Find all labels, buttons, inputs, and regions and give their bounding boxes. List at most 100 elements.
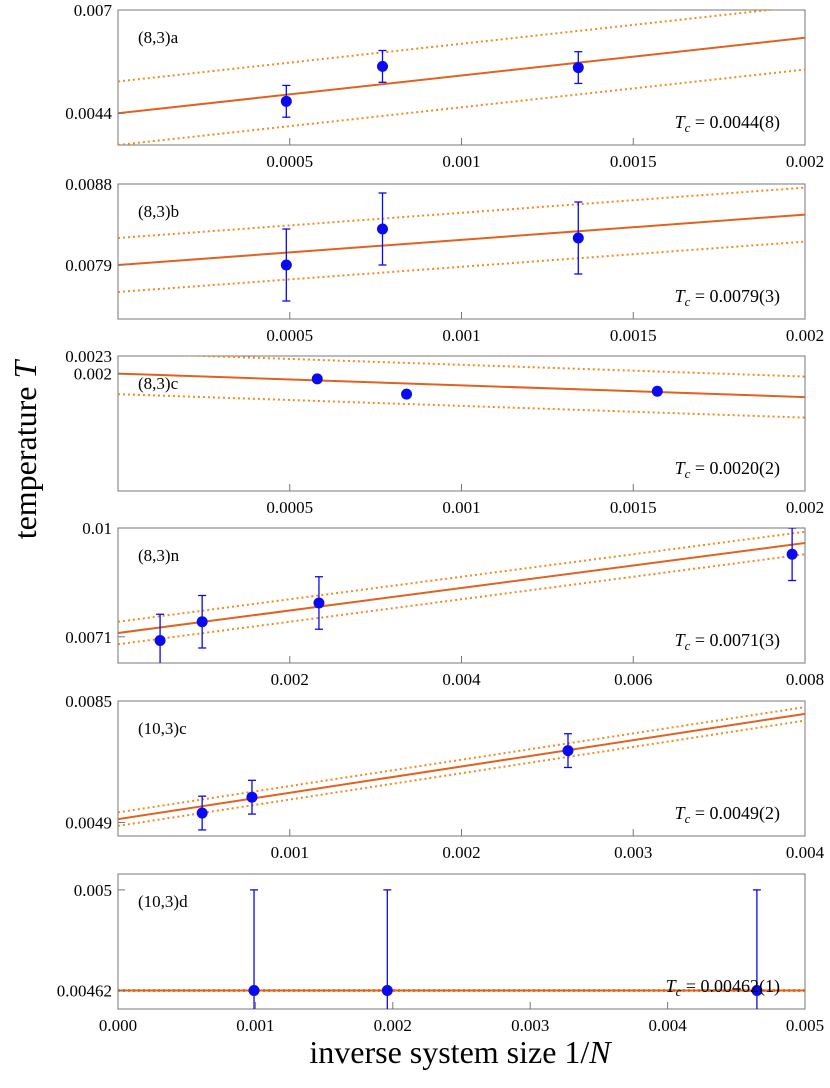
y-axis-title-text: temperature [7,379,43,540]
panel-label: (8,3)n [138,546,180,565]
panel-label: (10,3)d [138,892,188,911]
x-tick-label: 0.002 [786,326,824,345]
data-point [651,385,663,397]
fit-band-line [118,240,805,293]
x-tick-label: 0.008 [786,670,824,689]
x-tick-label: 0.0005 [266,498,313,517]
data-point [401,388,413,400]
y-tick-label: 0.00462 [57,981,112,1000]
data-point [280,259,292,271]
y-tick-label: 0.005 [74,881,112,900]
fit-line [118,213,805,266]
fit-line [118,372,805,399]
fit-band-line [174,356,805,378]
data-point [248,984,260,996]
y-tick-label: 0.0071 [65,628,112,647]
panel: 0.0044 0.007 0.0005 0.001 0.0015 0.002 (8,3)a T… [65,1,824,171]
tc-annotation: Tc = 0.0049(2) [675,803,780,826]
x-tick-label: 0.0015 [610,152,657,171]
tc-annotation: Tc = 0.0044(8) [675,112,780,135]
x-tick-label: 0.001 [442,152,480,171]
plot-area [118,528,805,663]
y-tick-label: 0.007 [74,1,113,20]
plot-area [118,10,805,145]
panel: 0.00462 0.005 0.000 0.001 0.002 0.003 0.004 0.0… [57,873,824,1035]
data-point [280,95,292,107]
tc-value: = 0.0049(2) [690,803,780,824]
fit-line [118,712,805,821]
tc-subscript: c [685,466,691,481]
panels: 0.0044 0.007 0.0005 0.001 0.0015 0.002 (8,3)a T… [57,1,825,1035]
y-tick-label: 0.0049 [65,814,112,833]
data-point [313,597,325,609]
tc-value: = 0.0071(3) [690,630,780,651]
tc-value: = 0.0079(3) [690,286,780,307]
x-tick-label: 0.002 [374,1016,412,1035]
y-axis-title: temperature T [7,359,43,540]
x-tick-label: 0.002 [786,498,824,517]
tc-symbol: T [675,630,687,650]
tc-value: = 0.00462(1) [681,976,780,997]
data-point [562,745,574,757]
panel: 0.0071 0.01 0.002 0.004 0.006 0.008 (8,3)n Tc =… [65,519,824,689]
plot-area [118,186,805,302]
x-tick-label: 0.002 [442,843,480,862]
fit-band-line [118,186,805,239]
panel: 0.0049 0.0085 0.001 0.002 0.003 0.004 (10,3)c T… [65,692,824,862]
x-tick-label: 0.0005 [266,326,313,345]
data-point [196,616,208,628]
y-tick-label: 0.01 [82,519,112,538]
data-point [154,635,166,646]
tc-annotation: Tc = 0.00462(1) [666,976,780,999]
tc-subscript: c [685,811,691,826]
fit-line [118,36,805,115]
data-point [786,548,798,560]
data-point [311,373,323,385]
plot-area [118,889,805,1009]
tc-subscript: c [685,120,691,135]
fit-band-line [118,530,805,623]
tc-symbol: T [675,803,687,823]
tc-symbol: T [666,976,678,996]
data-point [381,984,393,996]
x-tick-label: 0.003 [511,1016,549,1035]
x-tick-label: 0.001 [442,498,480,517]
tc-subscript: c [685,294,691,309]
panel-label: (10,3)c [138,719,187,738]
panel-label: (8,3)b [138,202,179,221]
data-point [572,232,584,244]
tc-annotation: Tc = 0.0071(3) [675,630,780,653]
fit-line [118,542,805,634]
y-tick-label: 0.0088 [65,175,112,194]
x-tick-label: 0.004 [786,843,825,862]
fit-band-line [118,719,805,827]
y-tick-label: 0.0023 [65,347,112,366]
x-tick-label: 0.000 [99,1016,137,1035]
x-tick-label: 0.001 [271,843,309,862]
x-tick-label: 0.0005 [266,152,313,171]
fit-band-line [118,393,805,419]
y-tick-label: 0.0085 [65,692,112,711]
tc-symbol: T [675,286,687,306]
fit-band-line [118,10,779,83]
tc-subscript: c [676,984,682,999]
x-tick-label: 0.003 [614,843,652,862]
y-tick-label: 0.0079 [65,256,112,275]
x-tick-label: 0.002 [786,152,824,171]
x-tick-label: 0.005 [786,1016,824,1035]
tc-value: = 0.0044(8) [690,112,780,133]
x-axis-title: inverse system size 1/N [309,1034,612,1070]
x-tick-label: 0.001 [236,1016,274,1035]
tc-symbol: T [675,458,687,478]
tc-annotation: Tc = 0.0079(3) [675,286,780,309]
data-point [196,807,208,819]
tc-value: = 0.0020(2) [690,458,780,479]
fit-band-line [118,706,805,814]
y-tick-label: 0.002 [74,365,112,384]
data-point [572,62,584,74]
x-tick-label: 0.004 [648,1016,687,1035]
x-tick-label: 0.002 [271,670,309,689]
tc-symbol: T [675,112,687,132]
